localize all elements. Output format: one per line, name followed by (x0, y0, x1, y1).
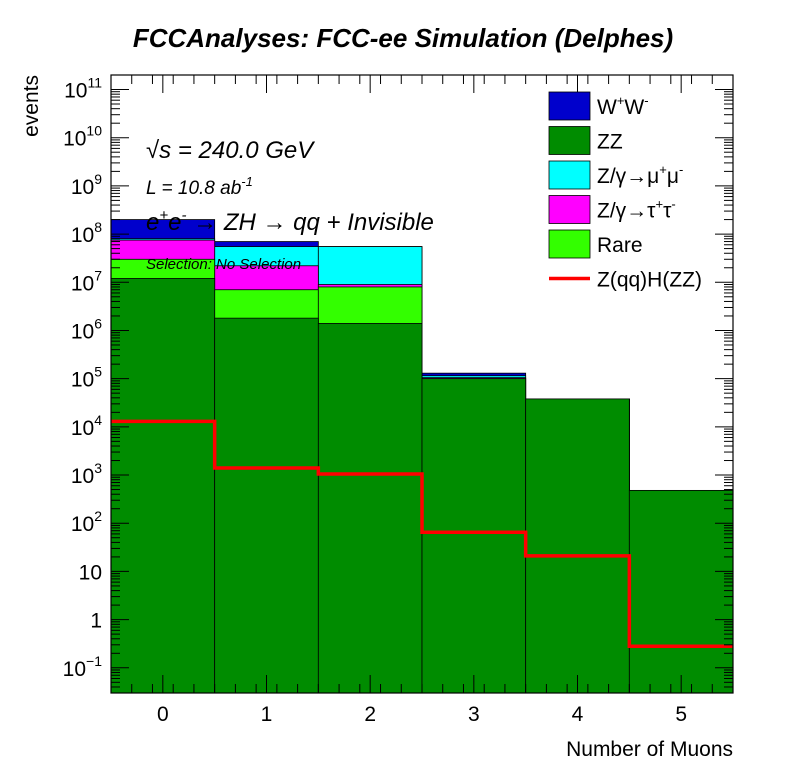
sqrt-s-label: √s = 240.0 GeV (146, 137, 315, 164)
chart-title: FCCAnalyses: FCC-ee Simulation (Delphes) (133, 23, 673, 53)
y-tick-label: 106 (71, 315, 102, 343)
y-tick-label: 10 (79, 561, 102, 584)
overlay-line-0 (111, 419, 733, 649)
bar-0-bin-4 (525, 398, 630, 694)
legend-label-sup: + (655, 197, 663, 212)
legend-label-part: Z/γ→μ (597, 165, 659, 188)
x-axis-label: Number of Muons (566, 738, 733, 761)
annotations: √s = 240.0 GeV L = 10.8 ab-1 e+e- → ZH →… (146, 137, 434, 273)
y-tick-exponent: 4 (94, 412, 102, 428)
y-tick-base: 10 (63, 128, 86, 151)
y-tick-label: 108 (71, 219, 102, 247)
y-tick-exponent: 6 (94, 315, 102, 331)
y-tick-base: 10 (71, 513, 94, 536)
y-tick-label: 1 (90, 610, 102, 633)
legend-label-part: μ (667, 165, 679, 188)
legend-label-sup: - (679, 162, 683, 177)
y-tick-base: 10 (71, 417, 94, 440)
series-ZZ (110, 278, 734, 694)
legend-entry-ww: W+W- (548, 91, 649, 121)
process-label: e+e- → ZH → qq + Invisible (146, 207, 434, 236)
x-tick-label: 5 (675, 703, 687, 726)
y-tick-exponent: −1 (86, 653, 102, 669)
legend-label-part: W (624, 96, 644, 119)
legend-label-part: Z/γ→τ (597, 200, 656, 223)
bar-0-bin-3 (421, 378, 527, 694)
stacked-bars (110, 219, 734, 694)
y-tick-exponent: 5 (94, 364, 102, 380)
y-axis-label: events (20, 75, 43, 137)
legend-label-rare: Rare (597, 234, 643, 257)
legend-label-sup: + (659, 162, 667, 177)
y-tick-base: 10 (71, 272, 94, 295)
y-tick-exponent: 7 (94, 267, 102, 283)
legend-entry-rare: Rare (548, 229, 643, 259)
legend-label-ww: W+W- (597, 93, 649, 119)
y-tick-base: 10 (71, 176, 94, 199)
y-tick-base: 10 (64, 80, 87, 103)
x-tick-label: 3 (468, 703, 480, 726)
legend-swatch-zz (548, 126, 591, 155)
y-tick-label: 107 (71, 267, 102, 295)
y-tick-label: 1010 (63, 123, 102, 151)
legend-label-ztautau: Z/γ→τ+τ- (597, 197, 676, 223)
y-tick-label: 105 (71, 364, 102, 392)
y-tick-label: 1011 (64, 75, 102, 103)
y-tick-base: 10 (71, 320, 94, 343)
y-tick-exponent: 10 (86, 123, 102, 139)
legend-label-sup: + (617, 93, 625, 108)
legend-entry-ztautau: Z/γ→τ+τ- (548, 195, 676, 224)
x-tick-label: 0 (157, 703, 169, 726)
legend-label-part: Rare (597, 234, 643, 257)
legend-entry-signal: Z(qq)H(ZZ) (549, 269, 702, 292)
legend-label-zmumu: Z/γ→μ+μ- (597, 162, 683, 188)
bar-0-bin-2 (317, 323, 423, 694)
legend-label-part: τ (663, 200, 672, 223)
bar-0-bin-1 (214, 317, 319, 694)
luminosity-label: L = 10.8 ab-1 (146, 174, 253, 199)
selection-label: Selection: No Selection (146, 256, 301, 273)
legend-label-signal: Z(qq)H(ZZ) (597, 269, 702, 292)
legend-swatch-ztautau (548, 195, 591, 224)
y-tick-base: 1 (90, 610, 102, 633)
bar-0-bin-5 (628, 489, 734, 694)
bar-0-bin-0 (110, 278, 216, 694)
y-tick-base: 10 (79, 561, 102, 584)
legend-entry-zz: ZZ (548, 126, 623, 155)
legend-swatch-zmumu (548, 160, 591, 190)
y-tick-label: 102 (71, 508, 102, 536)
x-tick-label: 4 (572, 703, 584, 726)
y-tick-base: 10 (71, 224, 94, 247)
y-tick-exponent: 3 (94, 460, 102, 476)
y-tick-exponent: 8 (94, 219, 102, 235)
legend-entry-zmumu: Z/γ→μ+μ- (548, 160, 683, 190)
y-tick-base: 10 (63, 658, 86, 681)
plot-area: 0 1 2 3 4 510−1110102103104105106107108109101… (63, 74, 734, 726)
y-tick-label: 109 (71, 171, 102, 199)
x-tick-label: 1 (261, 703, 273, 726)
axis-ticks: 0 1 2 3 4 510−1110102103104105106107108109101… (63, 74, 733, 726)
legend-label-part: ZZ (597, 131, 623, 154)
legend-label-part: W (597, 96, 617, 119)
y-tick-base: 10 (71, 369, 94, 392)
y-tick-label: 10−1 (63, 653, 103, 681)
y-tick-exponent: 2 (94, 508, 102, 524)
y-tick-label: 104 (71, 412, 102, 440)
legend-label-part: Z(qq)H(ZZ) (597, 269, 702, 292)
legend-swatch-ww (548, 91, 591, 121)
legend-label-zz: ZZ (597, 131, 623, 154)
y-tick-exponent: 11 (87, 75, 102, 91)
y-tick-base: 10 (71, 465, 94, 488)
legend-swatch-rare (548, 229, 591, 259)
legend-label-sup: - (671, 197, 675, 212)
legend-label-sup: - (644, 93, 648, 108)
x-tick-label: 2 (364, 703, 376, 726)
y-tick-exponent: 9 (94, 171, 102, 187)
y-tick-label: 103 (71, 460, 102, 488)
